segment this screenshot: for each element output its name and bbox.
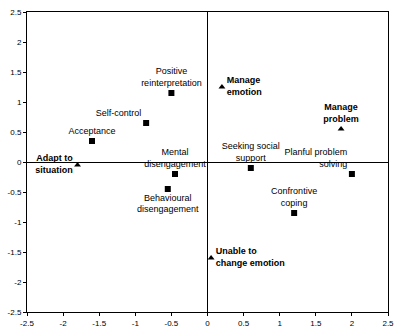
svg-text:Acceptance: Acceptance — [68, 126, 115, 136]
svg-text:-1.5: -1.5 — [92, 319, 106, 328]
svg-text:Adapt tosituation: Adapt tosituation — [35, 153, 73, 175]
svg-text:Positivereinterpretation: Positivereinterpretation — [141, 66, 202, 88]
svg-text:2: 2 — [17, 38, 22, 47]
svg-text:-0.5: -0.5 — [165, 319, 179, 328]
svg-text:-2: -2 — [60, 319, 68, 328]
svg-text:Self-control: Self-control — [96, 108, 142, 118]
svg-text:0: 0 — [205, 319, 210, 328]
svg-text:Unable tochange emotion: Unable tochange emotion — [216, 246, 285, 268]
svg-text:-2.5: -2.5 — [20, 319, 34, 328]
svg-text:-2.5: -2.5 — [8, 308, 22, 317]
svg-text:-1: -1 — [14, 218, 22, 227]
svg-text:Manageemotion: Manageemotion — [227, 75, 262, 97]
svg-text:Manageproblem: Manageproblem — [323, 102, 359, 124]
svg-text:-1.5: -1.5 — [8, 248, 22, 257]
svg-text:Seeking socialsupport: Seeking socialsupport — [222, 141, 280, 163]
svg-text:-2: -2 — [14, 278, 22, 287]
svg-text:2: 2 — [350, 319, 355, 328]
svg-text:0: 0 — [17, 158, 22, 167]
svg-text:1.5: 1.5 — [10, 68, 22, 77]
svg-text:Confrontivecoping: Confrontivecoping — [271, 186, 317, 208]
svg-text:-1: -1 — [132, 319, 140, 328]
svg-text:1.5: 1.5 — [310, 319, 322, 328]
svg-text:2.5: 2.5 — [10, 8, 22, 17]
svg-text:Mentaldisengagement: Mentaldisengagement — [144, 147, 206, 169]
svg-text:Behaviouraldisengagement: Behaviouraldisengagement — [137, 193, 199, 215]
svg-text:1: 1 — [17, 98, 22, 107]
svg-text:1: 1 — [277, 319, 282, 328]
svg-text:0.5: 0.5 — [10, 128, 22, 137]
svg-text:0.5: 0.5 — [238, 319, 250, 328]
svg-text:-0.5: -0.5 — [8, 188, 22, 197]
svg-text:Planful problemsolving: Planful problemsolving — [285, 147, 348, 169]
svg-text:2.5: 2.5 — [382, 319, 394, 328]
